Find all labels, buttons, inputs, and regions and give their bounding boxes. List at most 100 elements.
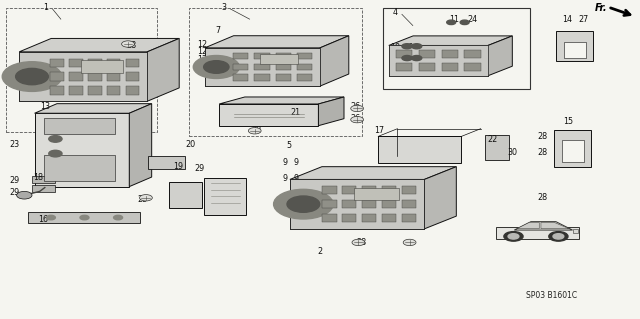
Circle shape xyxy=(460,20,469,25)
Bar xyxy=(402,186,416,195)
Bar xyxy=(442,50,458,58)
Bar xyxy=(396,50,412,58)
Bar xyxy=(205,48,320,86)
Bar xyxy=(205,178,246,214)
Text: 20: 20 xyxy=(186,140,196,149)
Bar xyxy=(342,200,356,208)
Bar xyxy=(554,130,591,167)
Text: 8: 8 xyxy=(41,71,46,80)
Text: 15: 15 xyxy=(563,117,573,126)
Bar xyxy=(255,53,270,59)
Bar xyxy=(107,72,120,81)
Text: 18: 18 xyxy=(33,173,44,182)
Circle shape xyxy=(402,44,412,49)
Bar xyxy=(44,118,115,134)
Text: 28: 28 xyxy=(126,41,136,50)
Polygon shape xyxy=(319,97,344,126)
Text: 30: 30 xyxy=(507,148,517,157)
Bar xyxy=(233,64,248,70)
Bar xyxy=(362,186,376,195)
Text: 26: 26 xyxy=(351,114,361,123)
Bar xyxy=(69,86,83,94)
Bar xyxy=(562,140,584,162)
Circle shape xyxy=(122,41,134,47)
Polygon shape xyxy=(219,97,344,104)
Text: SP03 B1601C: SP03 B1601C xyxy=(526,291,577,300)
Bar xyxy=(382,200,396,208)
Text: 24: 24 xyxy=(467,15,477,24)
Text: 13: 13 xyxy=(40,102,50,111)
Polygon shape xyxy=(205,36,349,48)
Bar xyxy=(126,72,140,81)
Bar xyxy=(389,45,488,76)
Polygon shape xyxy=(35,104,152,113)
Text: Fr.: Fr. xyxy=(595,3,608,13)
Bar xyxy=(260,54,298,64)
Text: 28: 28 xyxy=(538,132,548,141)
Text: 5: 5 xyxy=(287,141,292,150)
Bar xyxy=(88,86,102,94)
Text: 10: 10 xyxy=(390,43,401,52)
Bar xyxy=(382,214,396,222)
Bar xyxy=(442,63,458,71)
Bar xyxy=(297,75,312,81)
Circle shape xyxy=(204,61,229,73)
Circle shape xyxy=(553,234,564,239)
Circle shape xyxy=(351,105,364,112)
Bar xyxy=(290,179,424,229)
Circle shape xyxy=(402,56,412,61)
Bar xyxy=(50,72,63,81)
Bar xyxy=(107,86,120,94)
Circle shape xyxy=(351,116,364,123)
Circle shape xyxy=(248,128,261,134)
Text: 29: 29 xyxy=(9,189,19,197)
Bar xyxy=(19,52,147,101)
Circle shape xyxy=(49,136,62,142)
Bar xyxy=(276,64,291,70)
Bar xyxy=(126,59,140,67)
Text: 22: 22 xyxy=(488,135,498,144)
Circle shape xyxy=(193,56,239,78)
Bar xyxy=(297,64,312,70)
Circle shape xyxy=(287,196,320,212)
Bar xyxy=(402,214,416,222)
Bar xyxy=(276,53,291,59)
Bar xyxy=(44,155,115,181)
Bar xyxy=(378,137,461,163)
Text: 2: 2 xyxy=(317,247,323,256)
Text: 9: 9 xyxy=(282,158,287,167)
Circle shape xyxy=(17,191,32,199)
Text: 19: 19 xyxy=(173,162,183,171)
Text: 3: 3 xyxy=(221,4,227,12)
Bar xyxy=(383,8,530,89)
Text: 29: 29 xyxy=(9,176,19,185)
Polygon shape xyxy=(320,36,349,86)
Circle shape xyxy=(352,239,365,246)
Bar xyxy=(189,8,362,136)
Text: 10: 10 xyxy=(390,53,401,62)
Bar xyxy=(355,188,399,200)
Bar xyxy=(219,104,319,126)
Bar xyxy=(342,186,356,195)
Bar xyxy=(485,135,509,160)
Circle shape xyxy=(504,232,523,241)
Bar xyxy=(297,53,312,59)
Bar xyxy=(396,63,412,71)
Bar xyxy=(323,214,337,222)
Circle shape xyxy=(412,56,422,61)
Circle shape xyxy=(114,215,123,220)
Bar xyxy=(573,229,579,233)
Text: 26: 26 xyxy=(351,102,361,111)
Bar xyxy=(465,63,481,71)
Text: 12: 12 xyxy=(197,55,207,63)
Text: 11: 11 xyxy=(449,15,460,24)
Text: 27: 27 xyxy=(579,15,589,24)
Bar xyxy=(69,59,83,67)
Circle shape xyxy=(549,232,568,241)
Circle shape xyxy=(49,150,62,157)
Text: 14: 14 xyxy=(562,15,572,24)
Text: 9: 9 xyxy=(293,158,298,167)
Bar xyxy=(19,52,147,101)
Bar xyxy=(88,59,102,67)
Text: 9: 9 xyxy=(282,174,287,183)
